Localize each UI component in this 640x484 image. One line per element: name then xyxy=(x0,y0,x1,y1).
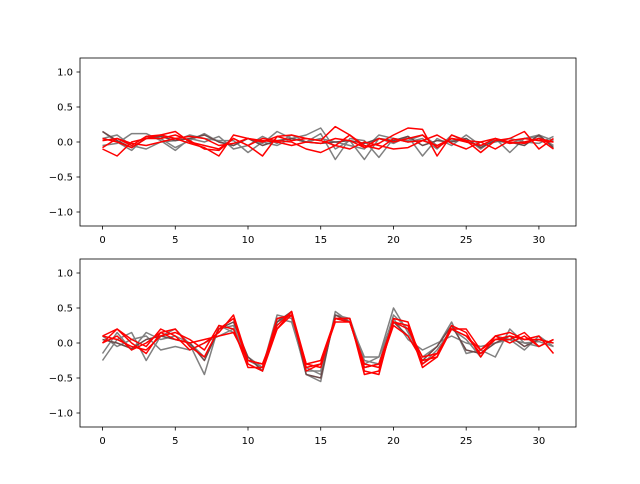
series-line-8 xyxy=(102,134,554,149)
y-tick-label: −0.5 xyxy=(49,173,73,184)
x-tick-label: 10 xyxy=(242,235,255,246)
x-tick-label: 5 xyxy=(172,235,178,246)
series-group xyxy=(102,125,554,161)
y-tick-label: 1.0 xyxy=(57,269,73,280)
series-line-2 xyxy=(102,132,554,161)
top-axes: 0 5 10 15 20 25 30 1.0 0.5 0.0 −0.5 −1.0 xyxy=(49,57,577,246)
series-line-6 xyxy=(101,314,554,376)
x-tick-label: 20 xyxy=(387,235,400,246)
x-tick-label: 20 xyxy=(387,436,400,447)
series-line-7 xyxy=(102,134,554,157)
series-line-5 xyxy=(102,125,554,157)
y-tick-label: 1.0 xyxy=(57,68,73,79)
y-tick-label: −0.5 xyxy=(49,374,73,385)
y-tick-label: 0.5 xyxy=(57,304,73,315)
x-tick-label: 30 xyxy=(533,235,546,246)
x-tick-label: 0 xyxy=(99,436,105,447)
x-tick-label: 10 xyxy=(242,436,255,447)
x-tick-label: 5 xyxy=(172,436,178,447)
x-tick-label: 15 xyxy=(314,436,327,447)
y-tick-label: 0.5 xyxy=(57,103,73,114)
x-tick-label: 0 xyxy=(99,235,105,246)
series-group xyxy=(101,307,555,383)
x-tick-label: 30 xyxy=(533,436,546,447)
series-line-8 xyxy=(102,310,554,369)
bottom-axes: 0 5 10 15 20 25 30 1.0 0.5 0.0 −0.5 −1.0 xyxy=(49,258,577,447)
x-tick-label: 25 xyxy=(460,235,473,246)
x-tick-label: 15 xyxy=(314,235,327,246)
y-tick-label: −1.0 xyxy=(49,409,73,420)
x-tick-label: 25 xyxy=(460,436,473,447)
series-line-6 xyxy=(102,130,554,154)
y-tick-label: 0.0 xyxy=(57,138,73,149)
y-tick-label: 0.0 xyxy=(57,339,73,350)
y-tick-label: −1.0 xyxy=(49,208,73,219)
